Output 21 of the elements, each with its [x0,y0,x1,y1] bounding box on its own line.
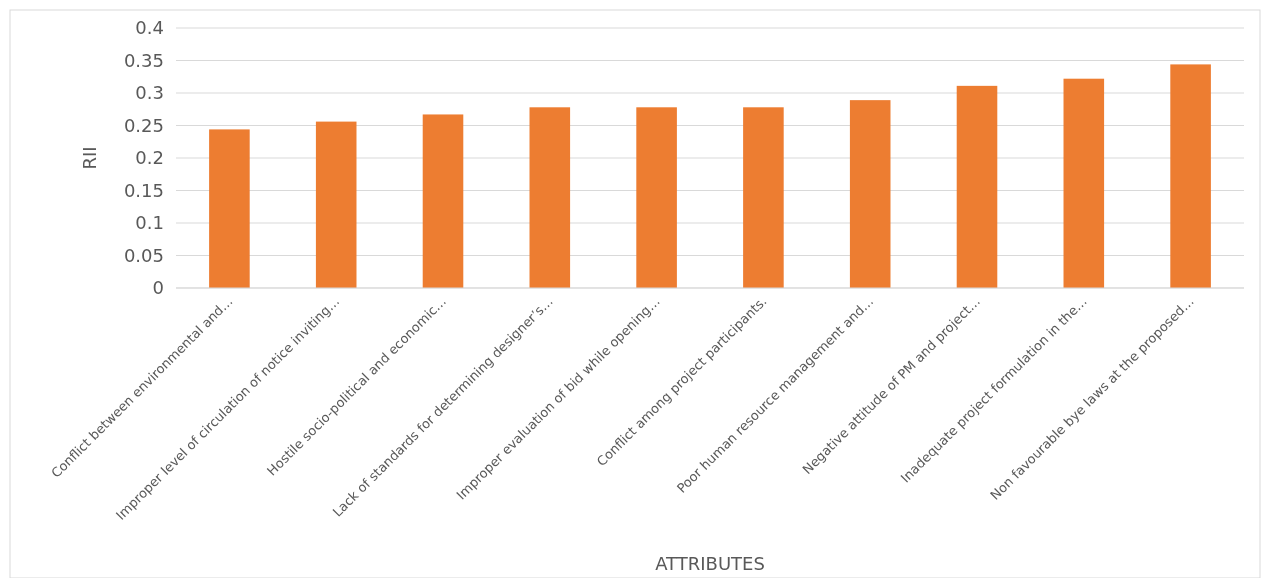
bar [529,107,571,288]
y-tick-label: 0.3 [135,82,164,104]
bar [956,85,998,288]
y-axis-title: RII [79,146,100,170]
bar [315,121,357,288]
bar [636,107,677,288]
x-axis-title: ATTRIBUTES [655,553,765,574]
y-tick-label: 0.2 [135,147,164,169]
y-tick-label: 0.35 [123,49,164,71]
y-tick-label: 0.1 [135,212,164,234]
bar [743,107,784,288]
y-tick-label: 0.4 [135,17,164,39]
bar [1063,78,1105,288]
bar [209,129,250,288]
bar [849,100,891,288]
y-tick-label: 0.25 [123,114,164,136]
y-tick-label: 0.05 [123,244,164,266]
y-tick-label: 0.15 [123,179,164,201]
bar [1170,64,1211,288]
y-tick-label: 0 [152,277,164,299]
bar [422,114,464,288]
